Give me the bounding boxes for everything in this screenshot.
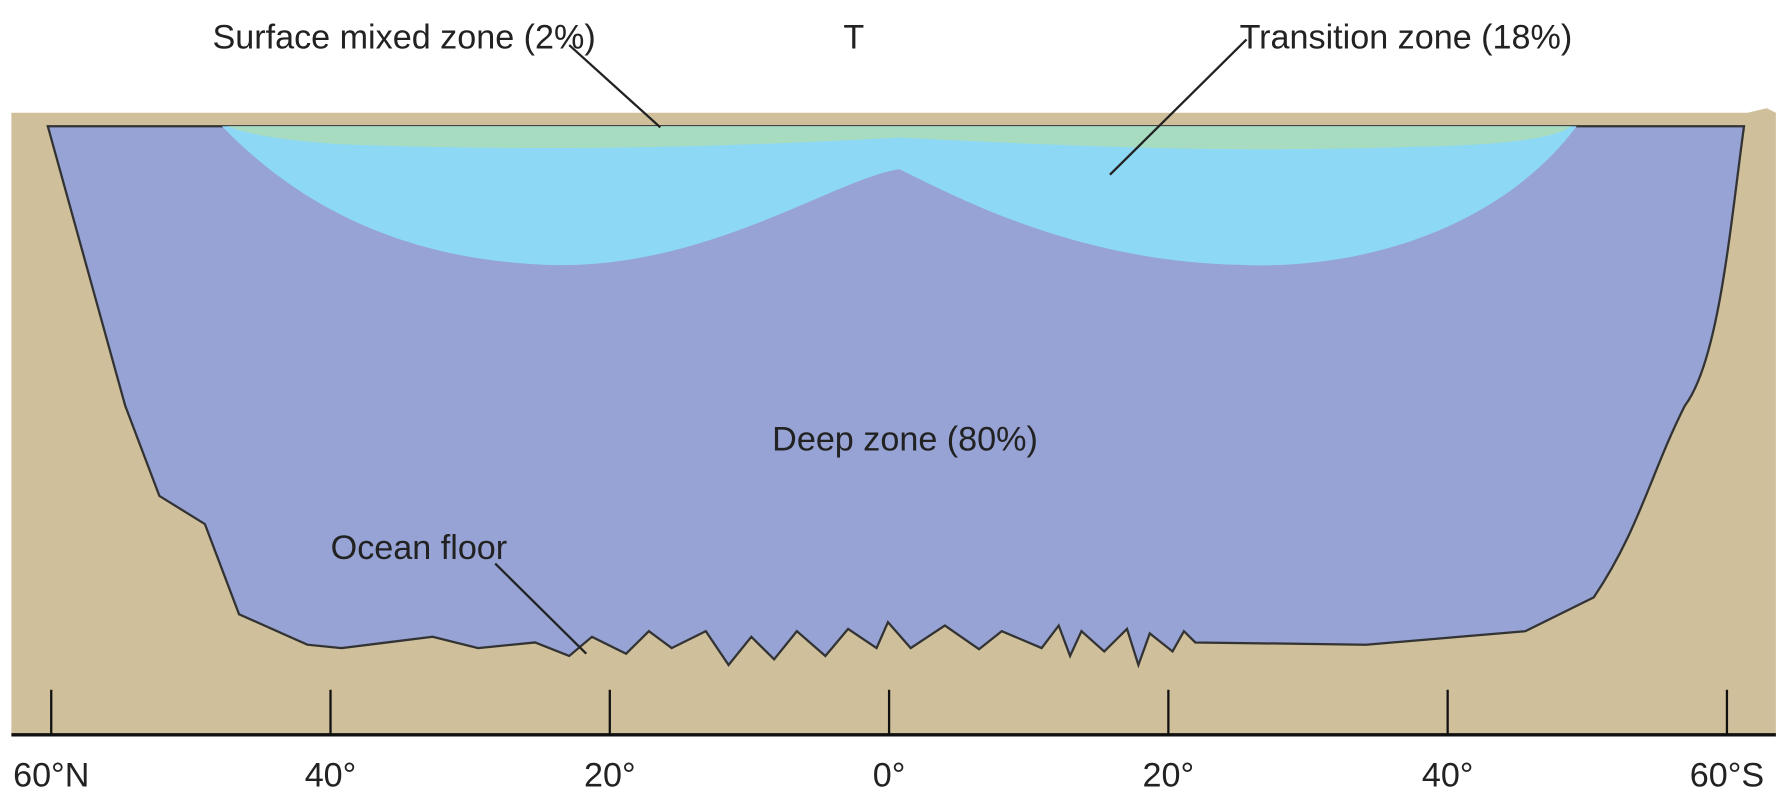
tick-label: 40° <box>1422 757 1474 795</box>
deep-zone <box>48 126 1744 665</box>
diagram: Surface mixed zone (2%) T Transition zon… <box>0 0 1785 807</box>
tick-label: 40° <box>305 757 357 795</box>
floor-label: Ocean floor <box>331 529 507 567</box>
tick-label: 20° <box>1143 757 1195 795</box>
tick-label: 0° <box>873 757 906 795</box>
tick-label: 20° <box>584 757 636 795</box>
tick-label: 60°S <box>1690 757 1764 795</box>
tick-label: 60°N <box>13 757 89 795</box>
top-mark: T <box>843 19 864 57</box>
transition-label: Transition zone (18%) <box>1240 19 1573 57</box>
deep-label: Deep zone (80%) <box>772 421 1038 459</box>
surface-label: Surface mixed zone (2%) <box>212 19 595 57</box>
